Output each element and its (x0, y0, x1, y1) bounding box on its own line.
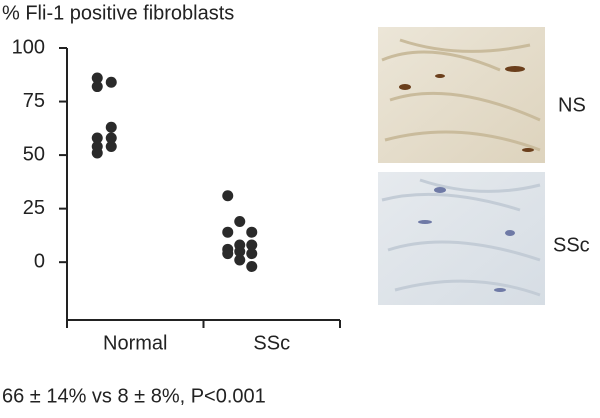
y-tick-label: 0 (34, 250, 45, 272)
image-label: SSc (553, 234, 590, 256)
dot (246, 248, 258, 260)
micrograph-ns (378, 27, 545, 163)
y-tick-label: 25 (23, 197, 45, 219)
dot (91, 147, 103, 159)
micrograph-ssc (378, 172, 545, 305)
dot (246, 260, 258, 272)
dot (246, 226, 258, 238)
dot (105, 76, 117, 88)
dot (222, 226, 234, 238)
dot (105, 141, 117, 153)
dot (105, 121, 117, 133)
chart-title: % Fli-1 positive fibroblasts (2, 2, 234, 24)
dot (222, 248, 234, 260)
y-tick-label: 75 (23, 90, 45, 112)
dot (91, 132, 103, 144)
dot (246, 239, 258, 251)
dot (105, 132, 117, 144)
x-tick-label: SSc (253, 332, 290, 354)
footnote: 66 ± 14% vs 8 ± 8%, P<0.001 (2, 385, 266, 407)
image-label: NS (558, 94, 586, 116)
y-tick-label: 50 (23, 143, 45, 165)
dot (91, 72, 103, 84)
x-tick-label: Normal (103, 332, 167, 354)
dot (234, 254, 246, 266)
dot (234, 245, 246, 257)
dot (222, 190, 234, 202)
y-tick-label: 100 (12, 36, 45, 58)
dot (234, 215, 246, 227)
dot (91, 81, 103, 93)
